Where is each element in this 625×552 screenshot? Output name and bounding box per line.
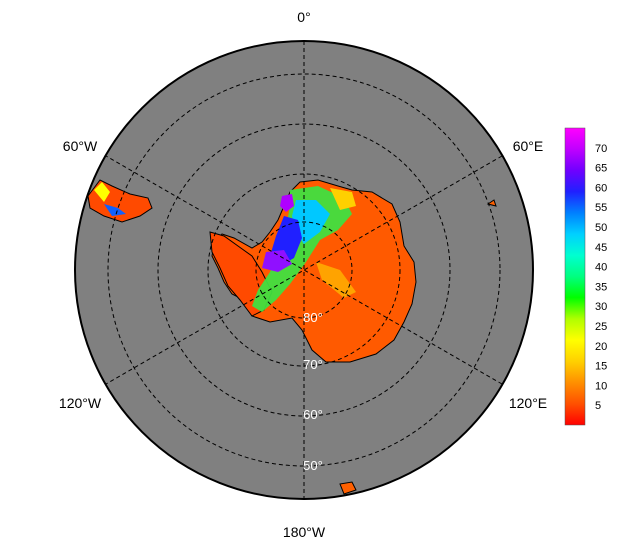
mid-value-zone-yellow-east — [316, 262, 356, 298]
colorbar-tick-label: 35 — [595, 281, 607, 293]
colorbar-tick-label: 65 — [595, 163, 607, 175]
colorbar-tick-label: 25 — [595, 321, 607, 333]
lon-label-60w: 60°W — [63, 138, 98, 154]
colorbar-tick-label: 30 — [595, 301, 607, 313]
colorbar-tick-label: 50 — [595, 222, 607, 234]
colorbar-tick-label: 45 — [595, 242, 607, 254]
lat-circle-50 — [107, 73, 501, 467]
graticule — [105, 41, 503, 499]
colorbar-tick-label: 60 — [595, 182, 607, 194]
colorbar-tick-label: 40 — [595, 262, 607, 274]
south-america-blue — [104, 204, 126, 216]
colorbar: 70 65 60 55 50 45 40 35 30 25 20 15 10 5 — [564, 127, 607, 426]
colorbar-ticks: 70 65 60 55 50 45 40 35 30 25 20 15 10 5 — [595, 143, 607, 412]
lat-label-80: 80° — [303, 310, 323, 325]
colorbar-tick-label: 20 — [595, 341, 607, 353]
map-border — [74, 40, 534, 500]
colorbar-gradient — [564, 127, 586, 426]
high-value-zone-cyan — [292, 200, 330, 244]
antarctica-landmass — [211, 179, 417, 363]
campbell-island — [339, 481, 357, 495]
south-america-high — [94, 182, 110, 202]
lat-circle-60 — [157, 123, 451, 417]
lon-label-120e: 120°E — [509, 395, 547, 411]
lon-label-120w: 120°W — [59, 395, 102, 411]
colorbar-tick-label: 10 — [595, 380, 607, 392]
high-value-zone-purple — [262, 250, 292, 272]
lon-label-180w: 180°W — [283, 524, 326, 540]
colorbar-tick-label: 5 — [595, 400, 601, 412]
mid-value-zone-yellow — [330, 188, 356, 210]
colorbar-tick-label: 70 — [595, 143, 607, 155]
colorbar-tick-label: 55 — [595, 202, 607, 214]
lat-label-50: 50° — [303, 458, 323, 473]
lat-label-70: 70° — [303, 357, 323, 372]
lon-label-0: 0° — [297, 9, 310, 25]
high-value-zone-purple-north — [280, 194, 294, 212]
lat-label-60: 60° — [303, 407, 323, 422]
meridian-120e-60w — [105, 155, 503, 385]
lat-circle-80 — [255, 221, 353, 319]
colorbar-tick-label: 15 — [595, 361, 607, 373]
meridian-60e-120w — [105, 155, 503, 385]
lon-label-60e: 60°E — [513, 138, 544, 154]
island-south-georgia — [486, 199, 497, 207]
land-layer — [87, 179, 497, 495]
